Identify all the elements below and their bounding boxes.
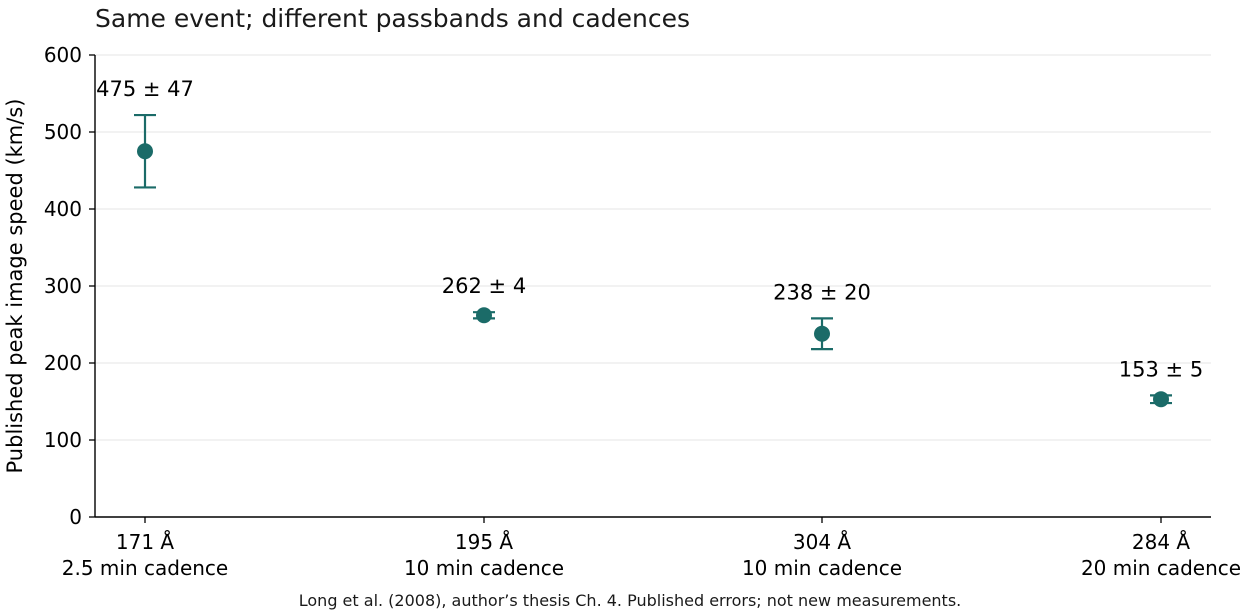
data-point (137, 143, 153, 160)
y-tick-label: 500 (44, 120, 82, 144)
x-tick-label-cadence: 10 min cadence (404, 556, 564, 580)
y-axis-label: Published peak image speed (km/s) (3, 99, 27, 474)
y-tick-label: 600 (44, 43, 82, 67)
data-label: 153 ± 5 (1119, 357, 1203, 381)
data-point (814, 325, 830, 342)
x-tick-label-cadence: 20 min cadence (1081, 556, 1241, 580)
y-tick-label: 0 (69, 505, 82, 529)
y-tick-label: 400 (44, 197, 82, 221)
data-label: 475 ± 47 (96, 77, 194, 101)
chart-caption: Long et al. (2008), author’s thesis Ch. … (299, 591, 962, 610)
chart-title: Same event; different passbands and cade… (95, 4, 690, 33)
y-axis-ticks: 0 100 200 300 400 500 600 (44, 43, 95, 529)
gridlines (95, 54, 1211, 441)
y-tick-label: 200 (44, 351, 82, 375)
x-tick-label-passband: 195 Å (455, 530, 514, 554)
data-label: 238 ± 20 (773, 280, 871, 304)
x-tick-label-passband: 304 Å (793, 530, 852, 554)
x-tick-label-passband: 284 Å (1132, 530, 1191, 554)
data-marks: 475 ± 47 262 ± 4 238 ± 20 153 ± 5 (96, 77, 1203, 408)
data-label: 262 ± 4 (442, 274, 526, 298)
x-tick-label-cadence: 10 min cadence (742, 556, 902, 580)
y-tick-label: 300 (44, 274, 82, 298)
data-point (476, 307, 492, 324)
data-point (1153, 391, 1169, 408)
x-tick-label-cadence: 2.5 min cadence (62, 556, 228, 580)
x-tick-label-passband: 171 Å (116, 530, 175, 554)
y-tick-label: 100 (44, 428, 82, 452)
